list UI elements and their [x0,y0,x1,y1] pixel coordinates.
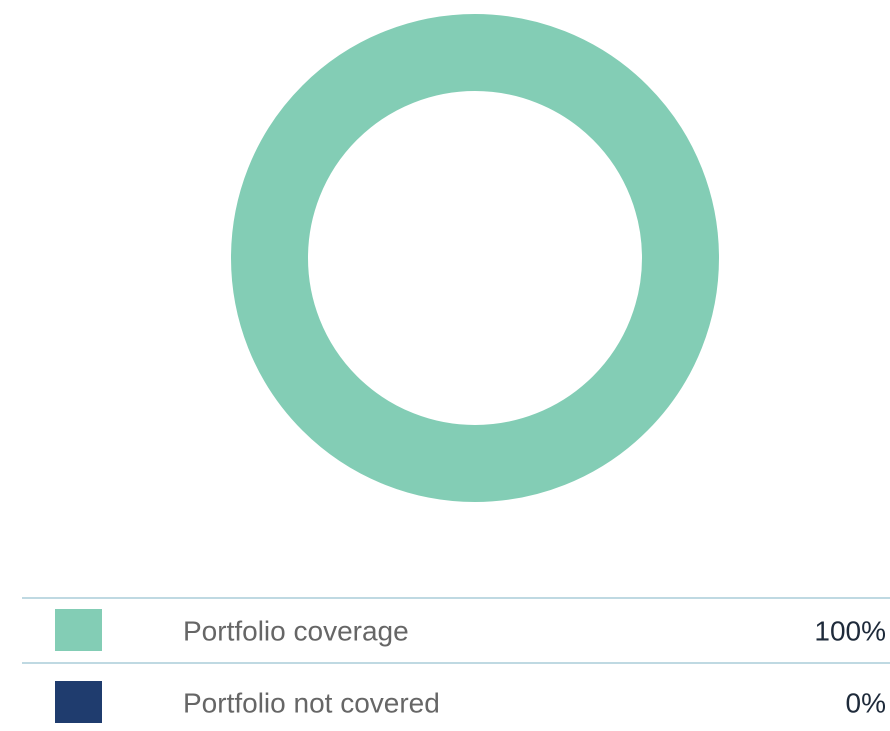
value-label: 0% [846,687,886,718]
donut-segment [231,14,719,502]
legend-swatch [55,681,102,723]
legend-label: Portfolio coverage [183,615,409,646]
value-label: 100% [814,615,886,646]
legend-swatch [55,609,102,651]
legend-label: Portfolio not covered [183,687,440,718]
